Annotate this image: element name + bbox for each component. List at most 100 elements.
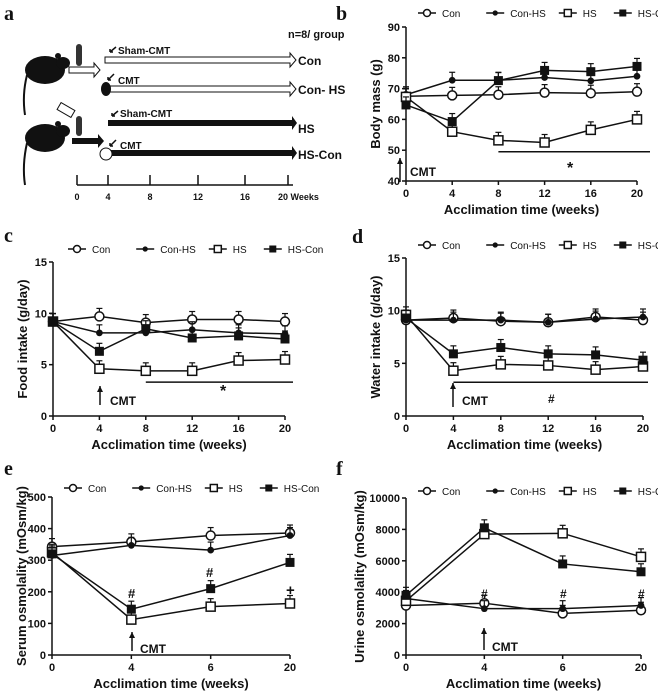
x-tick-label: 6 xyxy=(208,662,214,674)
annotation: * xyxy=(220,383,227,400)
y-tick-label: 2000 xyxy=(376,619,400,631)
treatment-label: CMT xyxy=(118,76,140,87)
annotation: # xyxy=(560,587,567,601)
x-tick-label: 4 xyxy=(96,423,103,435)
legend-label: HS-Con xyxy=(284,484,320,495)
series-line xyxy=(51,551,291,621)
y-tick-label: 6000 xyxy=(376,556,400,568)
series-line xyxy=(51,553,291,610)
series-hs xyxy=(46,543,296,625)
x-tick-label: 4 xyxy=(450,423,457,435)
marker-open-square xyxy=(557,528,568,539)
marker-filled-circle xyxy=(587,77,595,85)
marker-open-square xyxy=(542,360,554,371)
marker-filled-square xyxy=(638,355,648,365)
marker-filled-square xyxy=(141,324,151,334)
marker-open-circle xyxy=(422,240,432,250)
series-hs xyxy=(400,524,647,607)
marker-filled-circle xyxy=(207,546,215,554)
arrowhead-icon xyxy=(97,386,103,392)
y-tick-label: 8000 xyxy=(376,524,400,536)
series-line xyxy=(52,315,286,324)
annotation: CMT xyxy=(110,394,137,408)
x-axis-label: Acclimation time (weeks) xyxy=(447,437,602,452)
x-tick-label: 8 xyxy=(495,188,501,200)
series-con xyxy=(400,83,643,102)
y-tick-label: 0 xyxy=(394,650,400,662)
legend-label: HS-Con xyxy=(638,9,658,20)
arrowhead-icon xyxy=(450,383,456,389)
series-hs xyxy=(47,312,291,377)
pointer-arrow-icon xyxy=(109,139,117,147)
x-tick-label: 20 xyxy=(279,423,291,435)
series-line xyxy=(405,75,638,96)
legend-label: Con xyxy=(442,9,460,20)
x-tick-label: 8 xyxy=(143,423,149,435)
marker-filled-circle xyxy=(480,605,488,613)
marker-filled-square xyxy=(558,559,568,569)
y-tick-label: 80 xyxy=(388,53,400,65)
x-tick-label: 0 xyxy=(49,662,55,674)
marker-filled-square xyxy=(401,313,411,323)
legend-label: Con-HS xyxy=(510,241,546,252)
series-hs xyxy=(400,306,649,376)
marker-open-square xyxy=(205,601,216,612)
filled-arrow-icon xyxy=(72,134,104,148)
x-tick-label: 0 xyxy=(403,188,409,200)
x-tick-label: 20 xyxy=(284,662,296,674)
x-tick-label: 16 xyxy=(585,188,597,200)
marker-open-circle xyxy=(539,87,550,98)
marker-filled-square xyxy=(586,67,596,77)
marker-open-square xyxy=(635,551,647,563)
annotation: CMT xyxy=(140,642,167,656)
group-arrow-hs-con xyxy=(108,146,297,160)
water-bottle-icon xyxy=(76,116,82,136)
annotation: CMT xyxy=(462,394,489,408)
series-con xyxy=(47,307,291,328)
panel-label-c: c xyxy=(4,225,13,247)
marker-filled-square xyxy=(280,334,290,344)
y-tick-label: 300 xyxy=(28,555,46,567)
marker-filled-square xyxy=(448,349,458,359)
series-line xyxy=(51,534,291,557)
series-hs-con xyxy=(401,309,648,365)
chart-panel-c: c 0 5 10 15 0 4 8 12 16 20 Acclimation time (weeks)… xyxy=(4,225,323,452)
panel-label-a: a xyxy=(4,3,14,25)
legend-label: Con-HS xyxy=(160,245,196,256)
marker-open-square xyxy=(213,244,223,254)
x-tick-label: 20 xyxy=(631,188,643,200)
y-tick-label: 100 xyxy=(28,618,46,630)
x-tick-label: 4 xyxy=(481,662,488,674)
marker-filled-circle xyxy=(492,488,498,494)
marker-open-circle xyxy=(422,486,432,496)
panel-label-f: f xyxy=(336,458,343,480)
marker-filled-square xyxy=(401,100,411,110)
salt-icon xyxy=(56,101,76,119)
marker-open-square xyxy=(126,614,137,625)
marker-filled-square xyxy=(265,484,273,492)
marker-filled-square xyxy=(619,9,627,17)
group-label: Con xyxy=(298,54,321,68)
marker-filled-square xyxy=(496,343,506,353)
marker-filled-circle xyxy=(544,318,552,326)
group-arrow-con xyxy=(104,51,297,69)
marker-open-circle xyxy=(72,244,82,254)
series-line xyxy=(405,90,638,98)
marker-filled-circle xyxy=(127,541,135,549)
series-line xyxy=(405,526,642,596)
panel-label-b: b xyxy=(336,3,347,25)
marker-filled-circle xyxy=(637,602,645,609)
marker-filled-circle xyxy=(492,242,498,248)
marker-filled-circle xyxy=(497,316,505,324)
marker-open-square xyxy=(590,364,601,375)
series-hs xyxy=(400,88,643,148)
legend-label: HS xyxy=(233,245,247,256)
legend: Con Con-HS HS HS-Con xyxy=(64,483,320,495)
chart-panel-f: f 0 2000 4000 6000 8000 10000 0 4 6 20 Acclimation … xyxy=(336,458,658,691)
series-con-hs xyxy=(48,526,294,559)
marker-open-square xyxy=(448,365,459,376)
y-tick-label: 40 xyxy=(388,176,400,188)
series-hs-con xyxy=(48,312,290,356)
marker-filled-square xyxy=(126,604,136,614)
